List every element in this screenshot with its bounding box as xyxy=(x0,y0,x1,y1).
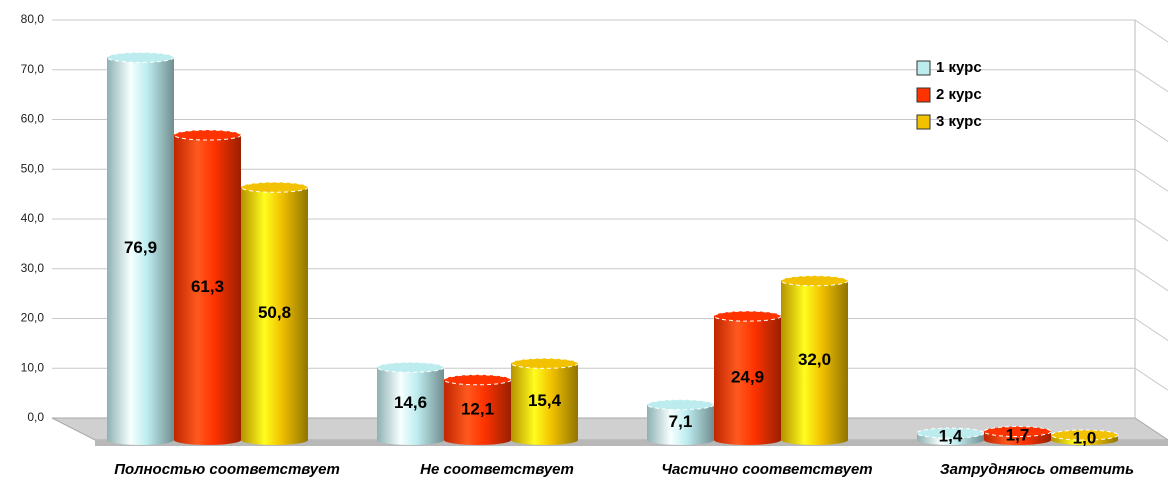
data-label: 76,9 xyxy=(124,238,157,257)
bar-top xyxy=(646,399,715,411)
bar xyxy=(1050,429,1119,445)
x-tick-label: Частично соответствует xyxy=(661,461,872,478)
bar xyxy=(983,426,1052,445)
data-label: 15,4 xyxy=(528,391,562,410)
bar-body xyxy=(174,135,241,440)
data-label: 14,6 xyxy=(394,393,427,412)
grid-line xyxy=(52,268,1168,292)
y-tick-label: 20,0 xyxy=(21,311,45,325)
floor-edge xyxy=(95,440,1168,446)
grid-line xyxy=(52,318,1168,341)
grid-line xyxy=(52,119,1168,142)
bar xyxy=(443,374,512,445)
bar-top xyxy=(173,129,242,141)
y-tick-label: 30,0 xyxy=(21,261,45,275)
data-label: 1,0 xyxy=(1073,429,1097,448)
bar-top xyxy=(983,426,1052,438)
bar-top xyxy=(510,357,579,369)
bar xyxy=(173,129,242,445)
grid-line xyxy=(52,69,1168,93)
data-label: 50,8 xyxy=(258,303,291,322)
legend-swatch xyxy=(916,87,931,103)
data-label: 7,1 xyxy=(669,412,693,431)
bar xyxy=(240,181,309,445)
bar-body xyxy=(444,379,511,440)
bar xyxy=(510,357,579,445)
legend-label: 2 курс xyxy=(936,86,982,103)
bar-body xyxy=(647,404,714,440)
x-tick-label: Не соответствует xyxy=(420,461,574,478)
legend-label: 3 курс xyxy=(936,113,982,130)
x-tick-label: Полностью соответствует xyxy=(114,461,340,478)
grid-line xyxy=(52,19,1168,43)
y-tick-label: 0,0 xyxy=(27,410,44,424)
bar-body xyxy=(511,363,578,440)
data-label: 61,3 xyxy=(191,277,224,296)
bar-body xyxy=(107,57,174,441)
bar-top xyxy=(376,361,445,373)
y-tick-label: 40,0 xyxy=(21,211,45,225)
bar-top xyxy=(1050,429,1119,441)
y-tick-label: 50,0 xyxy=(21,161,45,175)
bar xyxy=(780,275,849,445)
legend-swatch xyxy=(916,60,931,76)
y-tick-label: 10,0 xyxy=(21,360,45,374)
bar-top xyxy=(240,181,309,193)
legend-label: 1 курс xyxy=(936,59,982,76)
bar-body xyxy=(241,187,308,440)
data-label: 1,7 xyxy=(1006,425,1030,444)
bar-body xyxy=(714,316,781,440)
legend-swatch xyxy=(916,114,931,130)
y-tick-label: 60,0 xyxy=(21,112,45,126)
bar xyxy=(646,399,715,445)
bar xyxy=(713,310,782,445)
bar xyxy=(376,361,445,445)
bar-top xyxy=(106,51,175,63)
bar-top xyxy=(713,310,782,322)
x-tick-label: Затрудняюсь ответить xyxy=(940,461,1134,478)
grid-line xyxy=(52,218,1168,242)
data-label: 12,1 xyxy=(461,399,494,418)
data-label: 24,9 xyxy=(731,368,764,387)
y-tick-label: 80,0 xyxy=(21,12,45,26)
grid-line xyxy=(52,168,1168,192)
y-tick-label: 70,0 xyxy=(21,62,45,76)
bar xyxy=(106,51,175,445)
data-label: 32,0 xyxy=(798,350,831,369)
bar-body xyxy=(377,367,444,440)
bar-body xyxy=(781,280,848,440)
data-label: 1,4 xyxy=(939,427,963,446)
bar-top xyxy=(780,275,849,287)
bar-top xyxy=(443,374,512,386)
